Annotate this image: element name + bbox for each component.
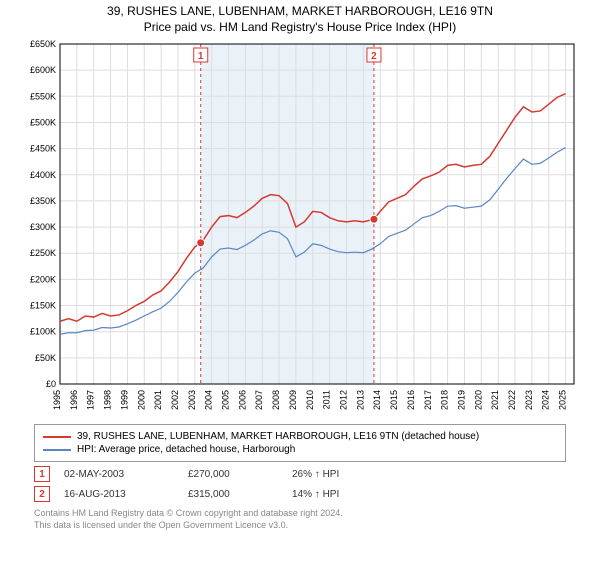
svg-text:2001: 2001	[153, 390, 163, 410]
svg-text:£50K: £50K	[35, 353, 56, 363]
title-line-2: Price paid vs. HM Land Registry's House …	[0, 20, 600, 34]
svg-text:£400K: £400K	[30, 170, 56, 180]
sale-delta-1: 26% ↑ HPI	[292, 469, 372, 480]
svg-text:2007: 2007	[254, 390, 264, 410]
svg-text:2018: 2018	[440, 390, 450, 410]
sale-price-2: £315,000	[188, 489, 278, 500]
sale-marker-2: 2	[34, 486, 50, 502]
svg-text:£0: £0	[46, 379, 56, 389]
svg-text:2005: 2005	[221, 390, 231, 410]
svg-text:£600K: £600K	[30, 65, 56, 75]
svg-text:£300K: £300K	[30, 222, 56, 232]
svg-text:2022: 2022	[507, 390, 517, 410]
svg-text:1999: 1999	[119, 390, 129, 410]
svg-text:1998: 1998	[103, 390, 113, 410]
legend: 39, RUSHES LANE, LUBENHAM, MARKET HARBOR…	[34, 424, 566, 462]
legend-label-property: 39, RUSHES LANE, LUBENHAM, MARKET HARBOR…	[77, 431, 479, 442]
svg-text:1997: 1997	[86, 390, 96, 410]
sale-delta-2: 14% ↑ HPI	[292, 489, 372, 500]
svg-text:2016: 2016	[406, 390, 416, 410]
svg-text:2006: 2006	[237, 390, 247, 410]
sale-row-2: 2 16-AUG-2013 £315,000 14% ↑ HPI	[34, 486, 566, 502]
sale-marker-1: 1	[34, 466, 50, 482]
svg-text:2019: 2019	[456, 390, 466, 410]
svg-text:£150K: £150K	[30, 301, 56, 311]
legend-line-property	[43, 436, 71, 438]
svg-text:2002: 2002	[170, 390, 180, 410]
legend-label-hpi: HPI: Average price, detached house, Harb…	[77, 444, 295, 455]
svg-text:£500K: £500K	[30, 117, 56, 127]
price-chart: 1 2 £0 £50K £100K £150K £200K £250K £300K £350K £4…	[20, 38, 580, 418]
svg-text:2020: 2020	[473, 390, 483, 410]
svg-text:2021: 2021	[490, 390, 500, 410]
sale-date-2: 16-AUG-2013	[64, 489, 174, 500]
svg-text:£250K: £250K	[30, 248, 56, 258]
footer-attribution: Contains HM Land Registry data © Crown c…	[34, 508, 566, 531]
legend-row-hpi: HPI: Average price, detached house, Harb…	[43, 444, 557, 455]
svg-text:1996: 1996	[69, 390, 79, 410]
svg-text:2017: 2017	[423, 390, 433, 410]
svg-text:2015: 2015	[389, 390, 399, 410]
svg-text:£550K: £550K	[30, 91, 56, 101]
chart-title: 39, RUSHES LANE, LUBENHAM, MARKET HARBOR…	[0, 4, 600, 34]
legend-row-property: 39, RUSHES LANE, LUBENHAM, MARKET HARBOR…	[43, 431, 557, 442]
footer-line-2: This data is licensed under the Open Gov…	[34, 520, 566, 532]
svg-text:2023: 2023	[524, 390, 534, 410]
sale-price-1: £270,000	[188, 469, 278, 480]
svg-text:2008: 2008	[271, 390, 281, 410]
sale-row-1: 1 02-MAY-2003 £270,000 26% ↑ HPI	[34, 466, 566, 482]
svg-text:2003: 2003	[187, 390, 197, 410]
svg-text:2013: 2013	[355, 390, 365, 410]
svg-text:£100K: £100K	[30, 327, 56, 337]
svg-text:2011: 2011	[322, 390, 332, 409]
svg-text:£650K: £650K	[30, 39, 56, 49]
svg-text:2014: 2014	[372, 390, 382, 410]
svg-text:£450K: £450K	[30, 144, 56, 154]
svg-text:£350K: £350K	[30, 196, 56, 206]
legend-line-hpi	[43, 449, 71, 451]
svg-text:1: 1	[198, 51, 204, 62]
svg-text:2000: 2000	[136, 390, 146, 410]
sale-date-1: 02-MAY-2003	[64, 469, 174, 480]
svg-text:2004: 2004	[204, 390, 214, 410]
svg-text:2025: 2025	[558, 390, 568, 410]
chart-area: 1 2 £0 £50K £100K £150K £200K £250K £300K £350K £4…	[20, 38, 580, 418]
svg-text:2009: 2009	[288, 390, 298, 410]
svg-text:1995: 1995	[52, 390, 62, 410]
svg-text:2: 2	[371, 51, 377, 62]
svg-text:2024: 2024	[541, 390, 551, 410]
sales-annotations: 1 02-MAY-2003 £270,000 26% ↑ HPI 2 16-AU…	[34, 466, 566, 502]
svg-text:£200K: £200K	[30, 274, 56, 284]
svg-text:2012: 2012	[338, 390, 348, 410]
svg-text:2010: 2010	[305, 390, 315, 410]
footer-line-1: Contains HM Land Registry data © Crown c…	[34, 508, 566, 520]
title-line-1: 39, RUSHES LANE, LUBENHAM, MARKET HARBOR…	[0, 4, 600, 18]
